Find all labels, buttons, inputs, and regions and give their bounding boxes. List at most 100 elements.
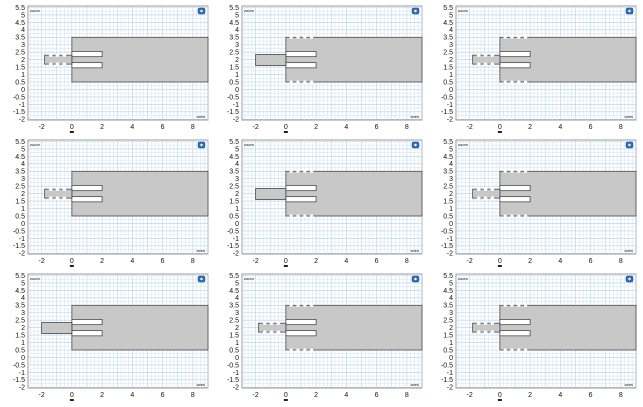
- y-tick-label: 3: [21, 176, 25, 183]
- y-tick-label: 0.5: [443, 213, 453, 220]
- y-tick-label: 4.5: [443, 288, 453, 295]
- y-tick-label: 0.5: [15, 213, 25, 220]
- info-badge-icon[interactable]: [625, 275, 634, 283]
- y-tick-label: 4.5: [229, 288, 239, 295]
- y-tick-label: 2.5: [443, 50, 453, 57]
- y-tick-label: 3.5: [443, 303, 453, 310]
- info-badge-icon[interactable]: [197, 7, 206, 15]
- x-axis-labels: -2 0 2 4 6 8: [252, 258, 408, 265]
- panel-top-left-label: zoom: [30, 276, 40, 281]
- x-tick-label: 6: [589, 392, 593, 399]
- y-tick-label: -2: [19, 251, 25, 258]
- plot-panel-3[interactable]: 5.5 5 4.5 4 3.5 3 2.5 2 1.5 1 0.5 0 -0.5 -1 -1.5 -2 -2 0 2…: [428, 0, 642, 134]
- panel-top-left-label: zoom: [244, 8, 254, 13]
- y-tick-label: 5.5: [443, 273, 453, 280]
- y-tick-label: -2: [233, 117, 239, 124]
- x-tick-label: 8: [619, 258, 623, 265]
- y-tick-label: 4: [449, 161, 453, 168]
- y-tick-label: 2.5: [443, 318, 453, 325]
- x-tick-label: 4: [344, 258, 348, 265]
- panel-bottom-right-label: axes: [197, 114, 205, 119]
- y-tick-label: 0: [21, 221, 25, 228]
- y-tick-label: -2: [447, 251, 453, 258]
- y-tick-label: 1: [235, 206, 239, 213]
- info-badge-icon[interactable]: [197, 141, 206, 149]
- y-tick-label: 1.5: [15, 198, 25, 205]
- x-axis-labels: -2 0 2 4 6 8: [466, 258, 622, 265]
- y-tick-label: 2: [449, 325, 453, 332]
- y-tick-label: 1: [21, 72, 25, 79]
- plot-svg: 5.554.543.532.521.510.50-0.5-1-1.5-2-2 0 2…: [13, 139, 209, 267]
- y-tick-label: -1.5: [13, 243, 25, 250]
- y-tick-label: 5: [449, 146, 453, 153]
- y-tick-label: 3.5: [229, 169, 239, 176]
- geometry-shape: [44, 36, 209, 83]
- x-tick-label: 4: [130, 124, 134, 131]
- plot-panel-6[interactable]: 5.5 5 4.5 4 3.5 3 2.5 2 1.5 1 0.5 0 -0.5 -1 -1.5 -2 -2 0 2…: [428, 134, 642, 268]
- y-tick-label: 3.5: [443, 35, 453, 42]
- y-tick-label: 5.5: [15, 5, 25, 12]
- y-tick-label: 5: [235, 146, 239, 153]
- y-tick-label: 1: [449, 206, 453, 213]
- y-tick-label: 2.5: [15, 184, 25, 191]
- info-badge-icon[interactable]: [411, 275, 420, 283]
- x-tick-label: 2: [100, 124, 104, 131]
- panel-bottom-right-label: axes: [197, 382, 205, 387]
- x-tick-label: 6: [161, 392, 165, 399]
- plot-panel-1[interactable]: 5.5 5 4.5 4 3.5 3 2.5 2 1.5 1 0.5 0 -0.5 -1 -1.5 -2 -2 0 2…: [0, 0, 214, 134]
- y-tick-label: 5.5: [229, 5, 239, 12]
- x-tick-label: 0: [284, 258, 288, 265]
- y-tick-label: 1: [21, 206, 25, 213]
- y-axis-labels: 5.554.543.532.521.510.50-0.5-1-1.5-2: [441, 5, 453, 124]
- geometry-shape: [255, 170, 423, 217]
- y-tick-label: -1.5: [441, 109, 453, 116]
- y-axis-labels: 5.554.543.532.521.510.50-0.5-1-1.5-2: [227, 273, 239, 392]
- y-tick-label: 4: [235, 295, 239, 302]
- grid: [456, 6, 637, 120]
- x-tick-label: -2: [252, 124, 258, 131]
- plot-svg: 5.554.543.532.521.510.50-0.5-1-1.5-2-2 0 2…: [13, 5, 209, 133]
- y-tick-label: 4: [235, 27, 239, 34]
- info-badge-icon[interactable]: [625, 7, 634, 15]
- x-tick-label: 8: [191, 124, 195, 131]
- plot-panel-2[interactable]: 5.5 5 4.5 4 3.5 3 2.5 2 1.5 1 0.5 0 -0.5 -1 -1.5 -2 -2 0 2…: [214, 0, 428, 134]
- y-tick-label: 0.5: [443, 347, 453, 354]
- x-tick-label: 6: [161, 258, 165, 265]
- y-tick-label: 5: [449, 280, 453, 287]
- y-tick-label: 1.5: [15, 332, 25, 339]
- y-tick-label: 1.5: [443, 332, 453, 339]
- y-tick-label: -0.5: [441, 94, 453, 101]
- x-tick-label: -2: [38, 258, 44, 265]
- plot-panel-8[interactable]: 5.5 5 4.5 4 3.5 3 2.5 2 1.5 1 0.5 0 -0.5 -1 -1.5 -2 -2 0 2…: [214, 268, 428, 402]
- plot-panel-7[interactable]: 5.5 5 4.5 4 3.5 3 2.5 2 1.5 1 0.5 0 -0.5 -1 -1.5 -2 -2 0 2…: [0, 268, 214, 402]
- y-tick-label: 0: [21, 355, 25, 362]
- y-tick-label: -1: [447, 236, 453, 243]
- y-tick-label: 2: [449, 57, 453, 64]
- y-tick-label: 5.5: [443, 139, 453, 146]
- y-tick-label: -0.5: [13, 228, 25, 235]
- x-axis-labels: -2 0 2 4 6 8: [38, 124, 194, 131]
- y-tick-label: 5: [235, 12, 239, 19]
- y-tick-label: 1.5: [15, 64, 25, 71]
- y-tick-label: 0: [21, 87, 25, 94]
- y-tick-label: -0.5: [227, 94, 239, 101]
- panel-bottom-right-label: axes: [411, 382, 419, 387]
- y-tick-label: -1.5: [227, 377, 239, 384]
- info-badge-icon[interactable]: [411, 141, 420, 149]
- y-tick-label: 3.5: [229, 35, 239, 42]
- y-tick-label: 5: [21, 280, 25, 287]
- panel-bottom-right-label: axes: [411, 114, 419, 119]
- plot-panel-9[interactable]: 5.5 5 4.5 4 3.5 3 2.5 2 1.5 1 0.5 0 -0.5 -1 -1.5 -2 -2 0 2…: [428, 268, 642, 402]
- plot-panel-4[interactable]: 5.5 5 4.5 4 3.5 3 2.5 2 1.5 1 0.5 0 -0.5 -1 -1.5 -2 -2 0 2…: [0, 134, 214, 268]
- y-axis-labels: 5.554.543.532.521.510.50-0.5-1-1.5-2: [13, 139, 25, 258]
- y-tick-label: 4: [21, 295, 25, 302]
- info-badge-icon[interactable]: [625, 141, 634, 149]
- geometry-shape: [255, 36, 423, 83]
- plot-panel-5[interactable]: 5.5 5 4.5 4 3.5 3 2.5 2 1.5 1 0.5 0 -0.5 -1 -1.5 -2 -2 0 2…: [214, 134, 428, 268]
- geometry-shape: [472, 170, 637, 217]
- x-tick-label: 0: [70, 124, 74, 131]
- info-badge-icon[interactable]: [411, 7, 420, 15]
- y-tick-label: -1.5: [441, 377, 453, 384]
- y-tick-label: 2.5: [229, 318, 239, 325]
- info-badge-icon[interactable]: [197, 275, 206, 283]
